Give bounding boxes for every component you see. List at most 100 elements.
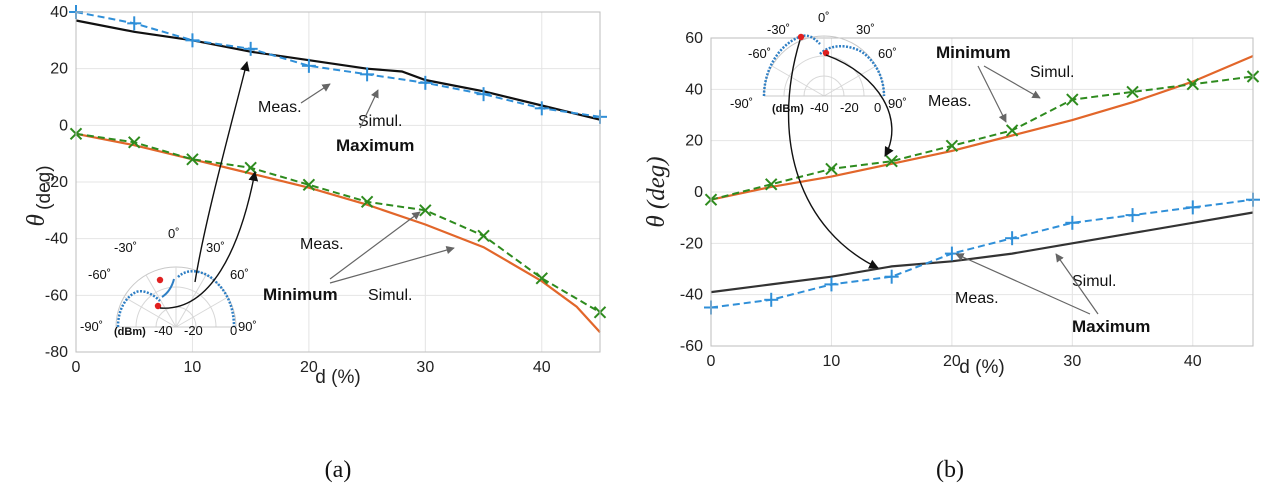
- x-tick-label: 20: [300, 359, 318, 376]
- data-point-min-meas: [1126, 85, 1139, 99]
- data-point-min-meas: [885, 154, 898, 168]
- polar-radial-tick: -40: [154, 323, 173, 338]
- polar-radial-tick: -20: [840, 100, 859, 115]
- polar-max-point: [156, 276, 164, 284]
- caption-a: (a): [325, 457, 352, 483]
- data-point-max-meas: [764, 292, 779, 307]
- data-point-min-meas: [186, 153, 199, 166]
- polar-pattern-stem: [161, 278, 175, 298]
- polar-tick: -90˚: [730, 96, 753, 111]
- data-point-min-meas: [765, 178, 778, 191]
- annotation-maximum: Maximum: [1072, 317, 1150, 336]
- polar-radial-unit: (dBm): [114, 326, 146, 338]
- data-point-max-meas: [824, 277, 839, 292]
- y-tick-label: -20: [680, 235, 703, 252]
- annotation-maximum: Maximum: [336, 136, 414, 155]
- polar-spoke: [175, 296, 229, 328]
- plot-frame: [710, 37, 1254, 347]
- data-point-max-meas: [1005, 231, 1020, 246]
- y-tick-label: -60: [680, 338, 703, 355]
- polar-min-point: [154, 302, 162, 310]
- polar-pattern-right: [819, 45, 886, 97]
- y-axis-unit: (deg): [34, 165, 55, 209]
- arrow-min-meas: [977, 65, 1007, 123]
- y-tick-label: 40: [50, 4, 68, 21]
- x-tick-label: 10: [823, 353, 841, 370]
- arrow-polar-to-max: [194, 61, 250, 283]
- annotation-minimum: Minimum: [936, 43, 1011, 62]
- arrow-max-simul: [1055, 253, 1099, 315]
- x-axis-label: d (%): [959, 357, 1004, 378]
- data-point-min-meas: [360, 195, 374, 209]
- data-point-min-meas: [302, 178, 316, 192]
- arrow-max-meas: [300, 83, 331, 104]
- annotation-max-simul: Simul.: [358, 113, 402, 130]
- x-tick-label: 10: [184, 359, 202, 376]
- polar-tick: 0˚: [818, 10, 830, 25]
- polar-spoke: [823, 65, 877, 97]
- polar-min-point: [822, 49, 830, 57]
- y-tick-label: -20: [45, 174, 68, 191]
- annotation-min-simul: Simul.: [368, 287, 412, 304]
- series-max-meas: [710, 198, 1254, 309]
- data-point-min-meas: [1186, 77, 1199, 91]
- series-min-meas: [75, 132, 601, 314]
- x-tick-label: 0: [72, 359, 81, 376]
- y-tick-label: 20: [50, 61, 68, 78]
- polar-tick: 60˚: [230, 267, 249, 282]
- data-point-max-meas: [360, 67, 375, 82]
- caption-b: (b): [936, 457, 964, 483]
- y-tick-label: 0: [59, 117, 68, 134]
- annotation-min-simul: Simul.: [1030, 64, 1074, 81]
- arrow-max-simul: [359, 89, 379, 129]
- data-point-min-meas: [128, 136, 141, 149]
- arrow-min-simul: [983, 65, 1041, 99]
- x-tick-label: 40: [533, 359, 551, 376]
- polar-tick: 0˚: [168, 226, 180, 241]
- data-point-min-meas: [535, 272, 548, 285]
- data-point-min-meas: [419, 204, 432, 217]
- polar-inset: -60˚ -30˚ 0˚ 30˚ 60˚ -90˚ 90˚ (dBm) -40 …: [730, 10, 907, 115]
- arrow-min-simul: [329, 246, 455, 284]
- polar-tick: 30˚: [206, 240, 225, 255]
- polar-tick: 90˚: [238, 319, 257, 334]
- arrow-polar-to-min: [159, 171, 259, 309]
- annotation-minimum: Minimum: [263, 285, 338, 304]
- polar-inset: -60˚ -30˚ 0˚ 30˚ 60˚ -90˚ 90˚ (dBm) -40 …: [80, 226, 257, 338]
- data-point-max-meas: [1065, 215, 1080, 230]
- polar-tick: -30˚: [114, 240, 137, 255]
- arrow-polar-to-min: [825, 54, 894, 157]
- series-max-meas: [75, 11, 601, 118]
- y-axis-label: θ (deg): [23, 165, 55, 226]
- data-point-max-meas: [534, 101, 549, 116]
- y-tick-label: -80: [45, 344, 68, 361]
- x-tick-label: 30: [1063, 353, 1081, 370]
- data-point-max-meas: [418, 75, 433, 90]
- y-tick-label: 60: [685, 30, 703, 47]
- svg-text:θ (deg): θ (deg): [23, 165, 55, 226]
- polar-radial-tick: 0: [874, 100, 881, 115]
- data-point-max-meas: [127, 16, 142, 31]
- y-tick-label: -60: [45, 287, 68, 304]
- polar-tick: 60˚: [878, 46, 897, 61]
- x-tick-label: 20: [943, 353, 961, 370]
- polar-tick: 30˚: [856, 22, 875, 37]
- polar-pattern-right: [177, 270, 236, 328]
- polar-radial-tick: -40: [810, 100, 829, 115]
- x-tick-label: 40: [1184, 353, 1202, 370]
- plot-frame: [75, 11, 601, 353]
- data-point-min-meas: [945, 139, 959, 153]
- polar-spoke: [145, 274, 177, 328]
- data-point-max-meas: [1185, 200, 1200, 215]
- data-point-max-meas: [884, 269, 899, 284]
- series-min-simul: [710, 54, 1254, 201]
- arrow-polar-to-max: [787, 39, 879, 269]
- annotation-max-simul: Simul.: [1072, 273, 1116, 290]
- data-point-min-meas: [1005, 124, 1019, 137]
- annotation-max-meas: Meas.: [258, 99, 302, 116]
- polar-tick: -60˚: [748, 46, 771, 61]
- x-tick-label: 30: [416, 359, 434, 376]
- polar-tick: -90˚: [80, 319, 103, 334]
